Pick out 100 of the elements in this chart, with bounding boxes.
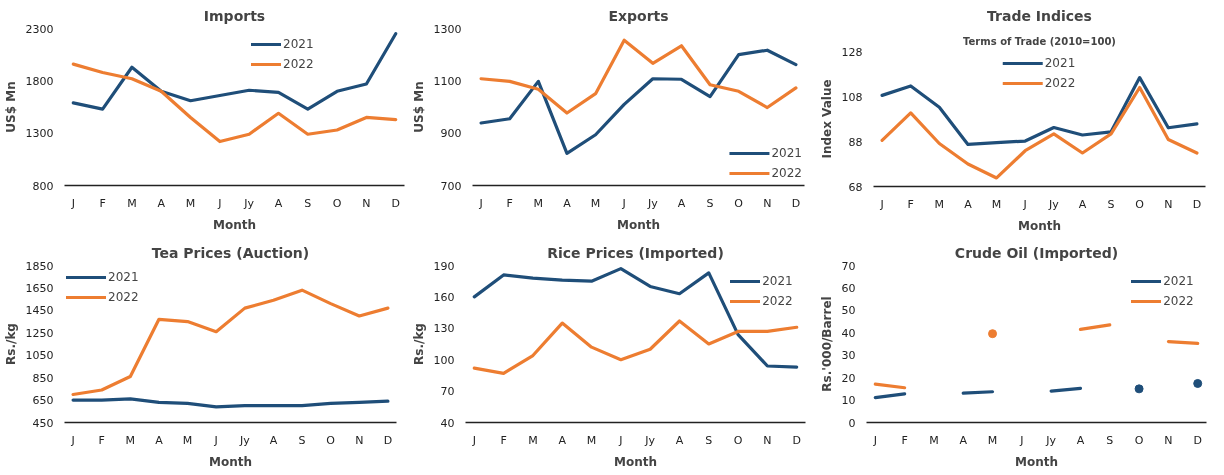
x-tick-label: N xyxy=(763,433,772,447)
x-tick-label: S xyxy=(298,433,306,447)
x-tick-label: F xyxy=(506,196,513,210)
x-tick-label: M xyxy=(528,433,538,447)
x-tick-label: J xyxy=(879,197,884,211)
x-tick-label: S xyxy=(1107,197,1115,211)
x-tick-label: J xyxy=(70,196,75,210)
x-tick-label: M xyxy=(185,196,196,210)
legend-label: 2022 xyxy=(283,57,314,71)
y-axis-title: US$ Mn xyxy=(3,81,18,133)
point xyxy=(1193,378,1203,388)
y-tick-label: 1100 xyxy=(433,74,462,88)
y-tick-label: 88 xyxy=(848,135,863,149)
y-tick-label: 30 xyxy=(841,349,856,363)
x-tick-label: S xyxy=(304,196,312,210)
x-tick-label: A xyxy=(563,196,572,210)
x-tick-label: M xyxy=(991,197,1002,211)
x-tick-label: O xyxy=(332,196,342,210)
legend-label: 2021 xyxy=(283,37,314,51)
x-tick-label: J xyxy=(621,196,626,210)
x-tick-label: F xyxy=(99,196,106,210)
legend-label: 2022 xyxy=(1163,294,1194,308)
y-tick-label: 40 xyxy=(841,326,856,340)
x-tick-label: A xyxy=(155,433,164,447)
x-axis-title: Month xyxy=(617,217,661,232)
x-tick-label: J xyxy=(1019,433,1024,447)
legend-label: 2021 xyxy=(762,274,793,288)
chart-title: Trade Indices xyxy=(987,7,1092,24)
y-tick-label: 68 xyxy=(848,180,863,194)
y-tick-label: 160 xyxy=(433,290,455,304)
x-tick-label: N xyxy=(355,433,364,447)
x-tick-label: A xyxy=(964,197,973,211)
line-series xyxy=(880,85,1199,180)
legend-label: 2022 xyxy=(771,166,802,180)
y-tick-label: 190 xyxy=(433,259,455,273)
x-tick-label: M xyxy=(586,433,597,447)
x-tick-label: D xyxy=(1192,197,1202,211)
y-tick-label: 1850 xyxy=(25,259,54,273)
y-tick-label: 1450 xyxy=(25,304,54,318)
x-tick-label: A xyxy=(269,433,278,447)
y-tick-label: 100 xyxy=(433,353,455,367)
y-tick-label: 0 xyxy=(848,416,856,430)
x-tick-label: M xyxy=(929,433,939,447)
y-tick-label: 1650 xyxy=(25,281,54,295)
x-tick-label: M xyxy=(533,196,544,210)
chart-title: Crude Oil (Imported) xyxy=(954,244,1119,261)
x-tick-label: Jy xyxy=(646,196,659,210)
y-tick-label: 108 xyxy=(841,90,863,104)
line-series xyxy=(472,267,799,369)
x-tick-label: Jy xyxy=(243,196,255,210)
x-tick-label: A xyxy=(558,433,567,447)
x-tick-label: M xyxy=(127,196,137,210)
y-axis-title: US$ Mn xyxy=(411,81,426,133)
x-tick-label: D xyxy=(391,196,400,210)
x-tick-label: A xyxy=(274,196,283,210)
y-tick-label: 800 xyxy=(32,179,54,193)
x-tick-label: F xyxy=(98,433,105,447)
x-axis-title: Month xyxy=(614,454,658,469)
x-tick-label: M xyxy=(590,196,601,210)
x-tick-label: O xyxy=(1135,197,1145,211)
x-tick-label: A xyxy=(1078,197,1087,211)
x-axis-title: Month xyxy=(213,217,257,232)
x-tick-label: D xyxy=(791,196,801,210)
x-tick-label: D xyxy=(792,433,801,447)
y-tick-label: 1250 xyxy=(25,326,54,340)
y-tick-label: 70 xyxy=(440,385,455,399)
y-tick-label: 1050 xyxy=(25,349,54,363)
y-tick-label: 70 xyxy=(841,259,856,273)
y-tick-label: 128 xyxy=(841,45,863,59)
point xyxy=(988,329,998,339)
y-tick-label: 650 xyxy=(32,394,54,408)
y-tick-label: 450 xyxy=(32,416,54,430)
x-tick-label: A xyxy=(677,196,686,210)
x-axis-title: Month xyxy=(1015,454,1059,469)
x-tick-label: Jy xyxy=(1047,197,1060,211)
x-tick-label: N xyxy=(362,196,371,210)
chart-title: Rice Prices (Imported) xyxy=(547,244,724,261)
legend-label: 2021 xyxy=(108,270,139,284)
y-tick-label: 1300 xyxy=(25,127,54,141)
x-tick-label: Jy xyxy=(238,433,251,447)
line-series xyxy=(479,38,798,115)
x-tick-label: N xyxy=(763,196,772,210)
x-tick-label: J xyxy=(618,433,623,447)
x-tick-label: J xyxy=(471,433,476,447)
x-tick-label: S xyxy=(705,433,713,447)
y-tick-label: 1800 xyxy=(25,74,54,88)
x-tick-label: N xyxy=(1164,433,1173,447)
y-tick-label: 130 xyxy=(433,322,455,336)
x-axis-title: Month xyxy=(209,454,253,469)
point xyxy=(1134,384,1144,394)
line-series xyxy=(71,397,390,409)
x-tick-label: J xyxy=(872,433,877,447)
y-tick-label: 20 xyxy=(841,371,856,385)
x-tick-label: J xyxy=(70,433,75,447)
x-tick-label: O xyxy=(326,433,336,447)
legend-label: 2021 xyxy=(771,146,802,160)
y-tick-label: 50 xyxy=(841,304,856,318)
x-tick-label: M xyxy=(934,197,945,211)
x-tick-label: O xyxy=(734,196,744,210)
chart-subtitle: Terms of Trade (2010=100) xyxy=(963,35,1116,47)
